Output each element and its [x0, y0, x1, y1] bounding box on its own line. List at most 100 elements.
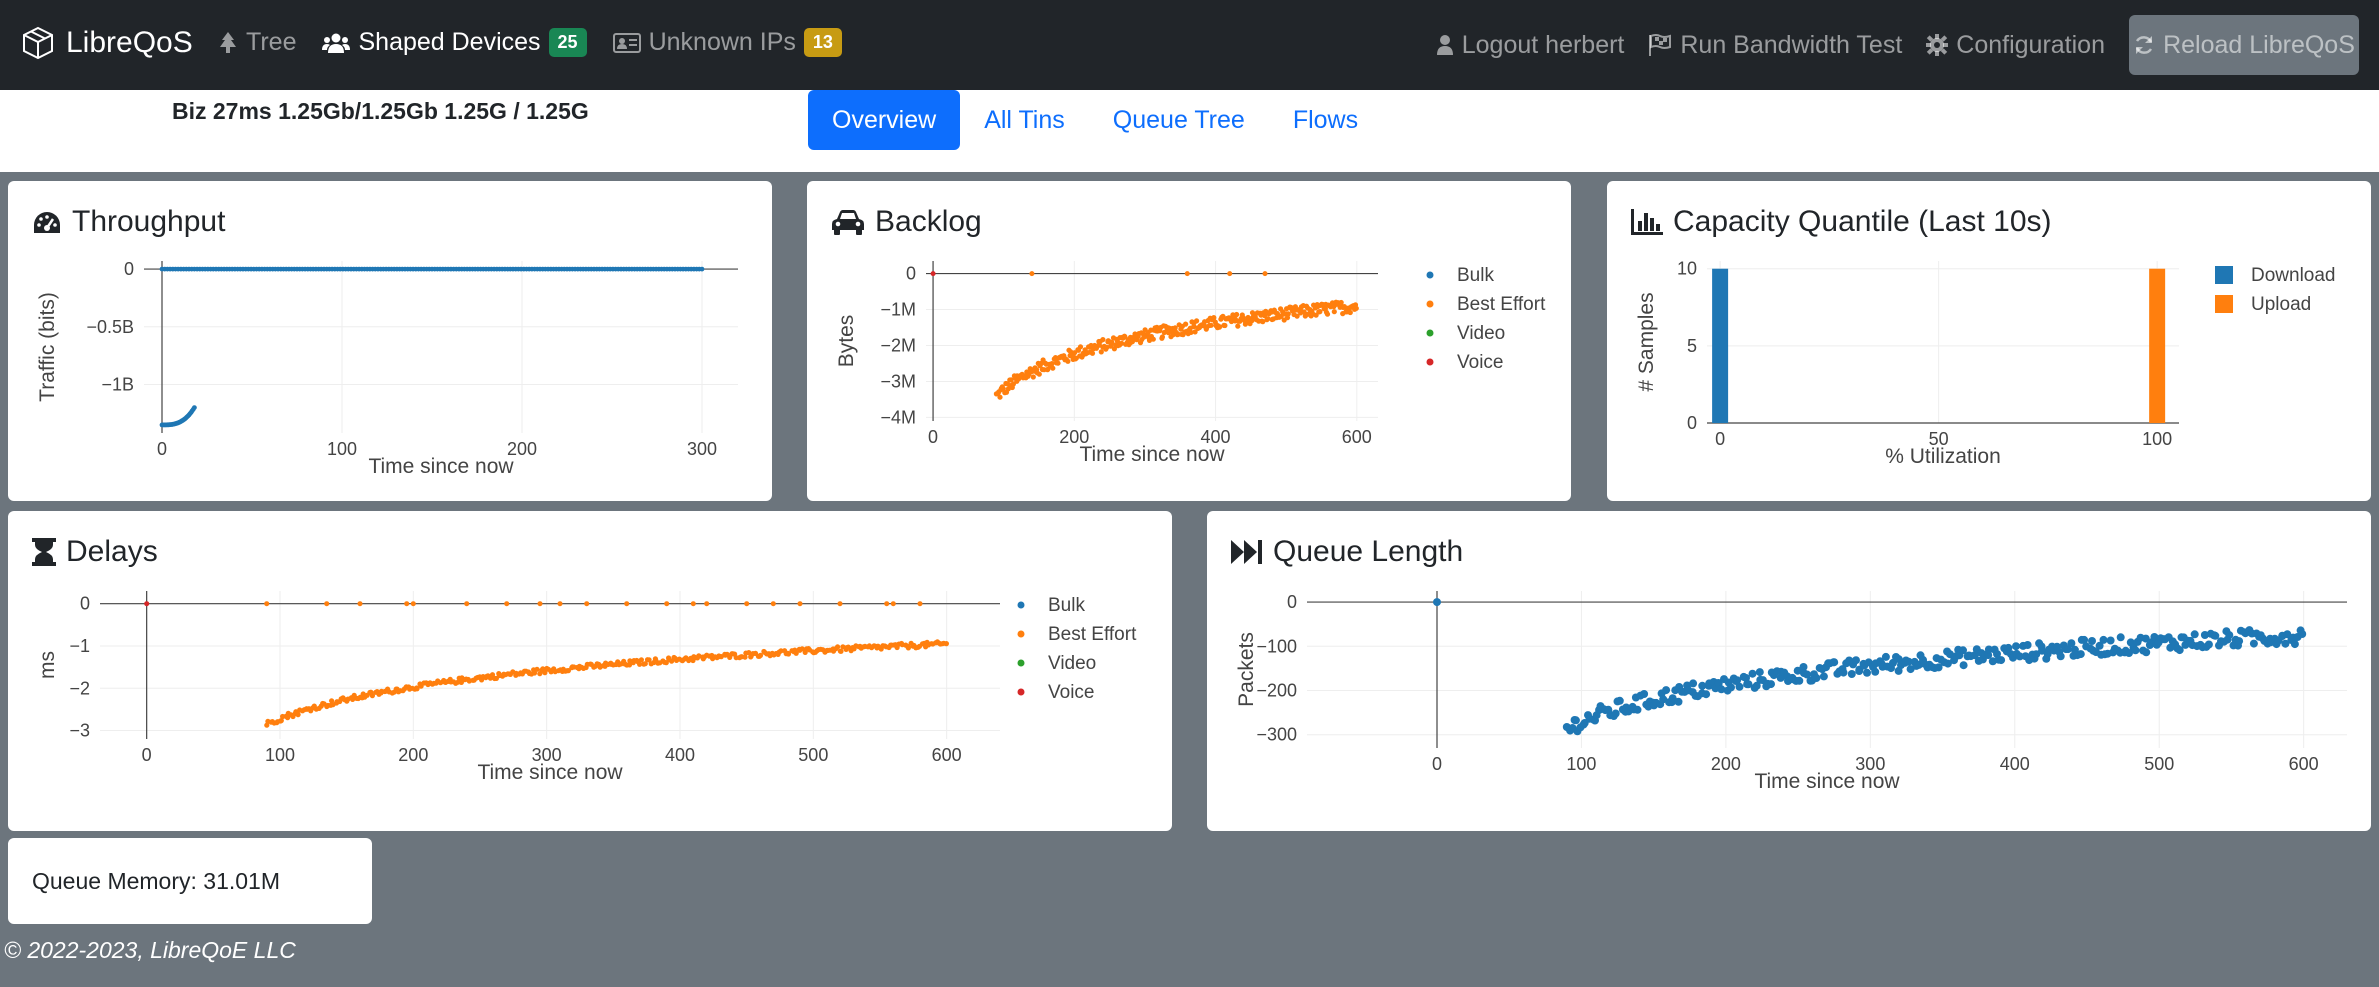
- data-point: [2116, 633, 2125, 642]
- legend-swatch: [1426, 271, 1434, 279]
- nav-unknown-ips[interactable]: Unknown IPs 13: [612, 28, 842, 57]
- legend-label[interactable]: Video: [1048, 653, 1096, 674]
- data-point: [2249, 639, 2258, 648]
- legend-swatch: [2215, 266, 2233, 284]
- data-point: [369, 693, 375, 699]
- tab-flows[interactable]: Flows: [1292, 105, 1359, 134]
- data-point: [1863, 668, 1871, 677]
- bar-chart-icon: [1631, 209, 1663, 235]
- legend-swatch: [1017, 688, 1025, 696]
- legend-label[interactable]: Download: [2251, 265, 2336, 286]
- x-tick-label: 100: [1566, 754, 1596, 774]
- legend-label[interactable]: Voice: [1048, 682, 1094, 703]
- data-point: [264, 601, 270, 607]
- data-point: [1098, 349, 1104, 355]
- legend-label[interactable]: Bulk: [1457, 265, 1494, 286]
- data-point: [638, 657, 645, 663]
- y-tick-label: 0: [906, 264, 916, 284]
- data-point: [1889, 658, 1897, 667]
- legend-label[interactable]: Best Effort: [1457, 294, 1546, 315]
- legend-label[interactable]: Best Effort: [1048, 624, 1137, 645]
- data-point: [2088, 637, 2096, 645]
- data-point: [2141, 634, 2150, 643]
- backlog-chart: 0 200 400 600 0 −1M −2M −3M −4M Time since now Byt…: [831, 253, 1547, 484]
- x-axis-title: Time since now: [1079, 443, 1225, 466]
- queue-memory-card: Queue Memory: 31.01M: [8, 838, 372, 924]
- data-point: [1234, 311, 1240, 318]
- nav-shaped-devices-label: Shaped Devices: [358, 28, 541, 56]
- x-tick-label: 200: [398, 745, 428, 765]
- data-point: [2023, 641, 2032, 649]
- gear-icon: [1926, 34, 1949, 56]
- nav-shaped-devices[interactable]: Shaped Devices 25: [322, 28, 587, 57]
- data-point: [542, 670, 548, 676]
- x-tick-label: 0: [157, 439, 167, 459]
- x-axis-title: Time since now: [477, 761, 623, 784]
- x-tick-label: 0: [1432, 754, 1442, 774]
- data-point: [1668, 694, 1677, 703]
- data-point: [1188, 329, 1194, 335]
- data-point: [1799, 663, 1808, 671]
- tab-all-tins[interactable]: All Tins: [984, 105, 1065, 134]
- backlog-card: Backlog 0 200 400 600 0 −1M −2M −3M −4M Time sinc…: [807, 181, 1571, 501]
- data-point: [2099, 635, 2108, 644]
- data-point: [2080, 635, 2089, 644]
- legend-swatch: [1426, 329, 1434, 337]
- data-point: [1742, 674, 1750, 682]
- brand[interactable]: LibreQoS: [20, 25, 193, 61]
- data-point: [2015, 652, 2024, 661]
- x-tick-label: 400: [2000, 754, 2030, 774]
- y-tick-label: −3: [69, 721, 90, 741]
- tab-overview[interactable]: Overview: [808, 90, 961, 150]
- legend-label[interactable]: Bulk: [1048, 595, 1085, 616]
- id-card-icon: [612, 32, 641, 54]
- delays-card: Delays 0 100 200 300 400 500 600 0 −1 −2 −3 Time si…: [8, 511, 1172, 831]
- x-tick-label: 200: [1059, 427, 1089, 447]
- data-point: [664, 601, 670, 607]
- data-point: [350, 696, 356, 702]
- legend-label[interactable]: Video: [1457, 323, 1505, 344]
- unknown-ips-count-badge: 13: [803, 28, 842, 57]
- legend-label[interactable]: Upload: [2251, 294, 2311, 315]
- user-icon: [1436, 34, 1454, 56]
- nav-bandwidth-test[interactable]: Run Bandwidth Test: [1648, 31, 1902, 60]
- x-tick-label: 0: [928, 427, 938, 447]
- data-point: [584, 601, 590, 607]
- y-tick-label: −2M: [880, 335, 916, 355]
- y-tick-label: 10: [1677, 259, 1697, 279]
- shaped-devices-count-badge: 25: [548, 28, 587, 57]
- data-point: [2298, 630, 2307, 638]
- legend-label[interactable]: Voice: [1457, 352, 1503, 373]
- delays-title: Delays: [66, 535, 158, 568]
- data-point: [1285, 311, 1291, 317]
- data-point: [642, 661, 648, 667]
- legend-swatch: [2215, 295, 2233, 313]
- data-point: [2281, 639, 2290, 648]
- y-axis-title: Traffic (bits): [36, 292, 59, 402]
- nav-logout[interactable]: Logout herbert: [1436, 31, 1624, 60]
- tab-queue-tree[interactable]: Queue Tree: [1112, 105, 1245, 134]
- data-point: [1943, 659, 1952, 668]
- series-1-points: [1433, 598, 1441, 607]
- data-point: [1159, 334, 1165, 340]
- data-point: [1172, 325, 1178, 331]
- reload-button[interactable]: Reload LibreQoS: [2129, 15, 2359, 75]
- y-tick-label: 5: [1687, 336, 1697, 356]
- nav-configuration[interactable]: Configuration: [1926, 31, 2105, 60]
- data-point: [565, 668, 572, 674]
- series-1-points: [159, 405, 197, 428]
- data-point: [838, 648, 844, 654]
- series-0-points: [159, 266, 705, 272]
- data-point: [1904, 657, 1913, 666]
- y-tick-label: 0: [1687, 413, 1697, 433]
- data-point: [917, 601, 923, 607]
- data-point: [1662, 686, 1671, 695]
- data-point: [404, 601, 410, 607]
- data-point: [2076, 650, 2085, 659]
- data-point: [1262, 271, 1268, 277]
- data-point: [742, 654, 748, 660]
- tree-icon: [218, 31, 238, 55]
- users-icon: [322, 32, 351, 54]
- data-point: [2150, 633, 2159, 641]
- nav-tree[interactable]: Tree: [218, 28, 296, 57]
